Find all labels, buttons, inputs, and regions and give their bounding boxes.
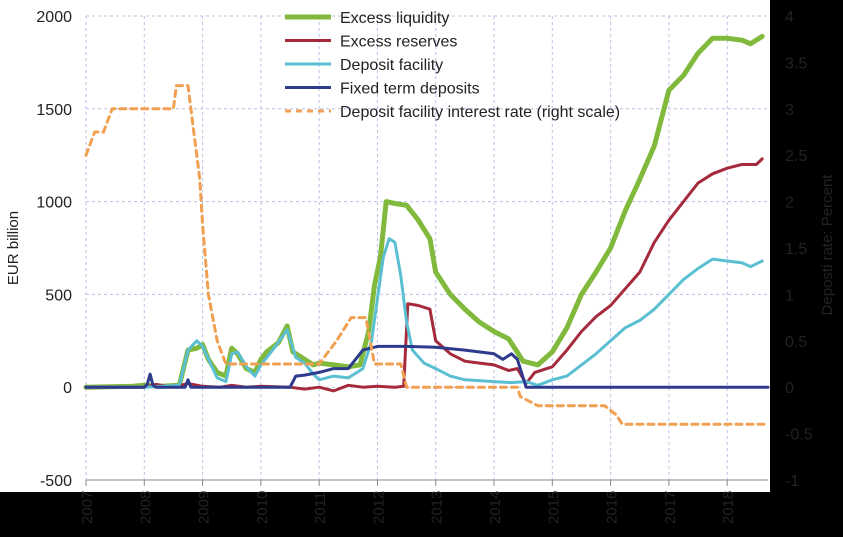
series-line-4: [84, 84, 770, 426]
legend-label: Deposit facility interest rate (right sc…: [340, 104, 620, 121]
left-tick-label: 1500: [36, 102, 72, 119]
x-tick-label: 2013: [429, 491, 446, 524]
legend-label: Fixed term deposits: [340, 81, 480, 98]
x-tick-label: 2009: [196, 491, 213, 524]
right-tick-label: 0: [785, 380, 794, 397]
left-tick-label: 500: [45, 287, 72, 304]
left-tick-label: 0: [63, 380, 72, 397]
right-tick-label: -0.5: [785, 427, 813, 444]
x-tick-label: 2010: [254, 491, 271, 524]
x-tick-label: 2017: [662, 491, 679, 524]
left-axis-ticks: -500 0 500 1000 1500 2000: [36, 9, 72, 490]
x-tick-label: 2012: [370, 491, 387, 524]
chart-background: [0, 0, 770, 492]
legend-label: Deposit facility: [340, 57, 443, 74]
x-tick-label: 2016: [604, 491, 621, 524]
legend-label: Excess liquidity: [340, 10, 449, 27]
right-tick-label: 2: [785, 195, 794, 212]
series-line-0: [83, 33, 765, 390]
left-tick-label: 2000: [36, 9, 72, 26]
data-series: [83, 33, 770, 426]
right-tick-label: 2.5: [785, 148, 807, 165]
x-tick-label: 2018: [720, 491, 737, 524]
right-axis-ticks: -1 -0.5 0 0.5 1 1.5 2 2.5 3 3.5 4: [785, 9, 813, 490]
right-tick-label: 1: [785, 287, 794, 304]
x-tick-label: 2014: [487, 491, 504, 524]
left-tick-label: -500: [40, 473, 72, 490]
x-tick-label: 2007: [79, 491, 96, 524]
gridlines: [85, 15, 768, 481]
right-tick-label: 4: [785, 9, 794, 26]
x-tick-label: 2008: [137, 491, 154, 524]
x-tick-label: 2015: [545, 491, 562, 524]
legend-label: Excess reserves: [340, 34, 457, 51]
right-axis-label: Deposti rate: Percent: [819, 174, 836, 316]
left-tick-label: 1000: [36, 195, 72, 212]
legend: Excess liquidity Excess reserves Deposit f…: [285, 10, 620, 121]
right-tick-label: 1.5: [785, 241, 807, 258]
right-tick-label: 3: [785, 102, 794, 119]
series-line-3: [84, 344, 770, 389]
series-line-2: [84, 237, 764, 389]
right-tick-label: 3.5: [785, 55, 807, 72]
right-tick-label: -1: [785, 473, 799, 490]
x-axis-ticks: 2007 2008 2009 2010 2011 2012 2013 2014 2015 2016…: [79, 479, 768, 524]
right-tick-label: 0.5: [785, 334, 807, 351]
x-tick-label: 2011: [312, 492, 329, 524]
left-axis-label: EUR billion: [5, 211, 22, 285]
